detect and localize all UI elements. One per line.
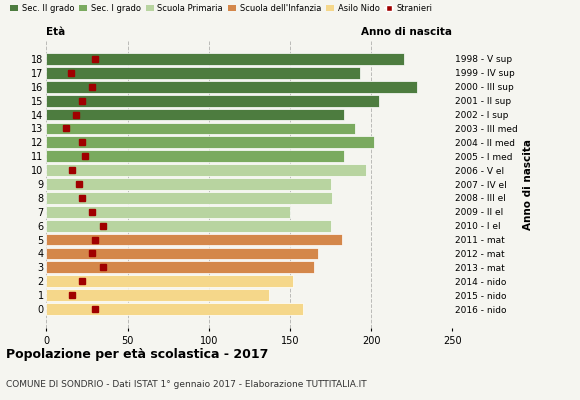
Bar — [46, 81, 416, 93]
Bar — [46, 136, 375, 148]
Text: Popolazione per età scolastica - 2017: Popolazione per età scolastica - 2017 — [6, 348, 268, 361]
Text: Anno di nascita: Anno di nascita — [361, 27, 452, 37]
Bar — [46, 95, 379, 106]
Bar — [46, 150, 343, 162]
Bar — [46, 248, 318, 259]
Bar — [46, 164, 367, 176]
Y-axis label: Anno di nascita: Anno di nascita — [524, 138, 534, 230]
Legend: Sec. II grado, Sec. I grado, Scuola Primaria, Scuola dell'Infanzia, Asilo Nido, : Sec. II grado, Sec. I grado, Scuola Prim… — [10, 4, 432, 13]
Bar — [46, 122, 355, 134]
Bar — [46, 192, 332, 204]
Text: COMUNE DI SONDRIO - Dati ISTAT 1° gennaio 2017 - Elaborazione TUTTITALIA.IT: COMUNE DI SONDRIO - Dati ISTAT 1° gennai… — [6, 380, 367, 389]
Bar — [46, 289, 269, 301]
Bar — [46, 303, 303, 315]
Bar — [46, 67, 360, 79]
Bar — [46, 53, 404, 65]
Text: Età: Età — [46, 27, 66, 37]
Bar — [46, 178, 331, 190]
Bar — [46, 109, 343, 120]
Bar — [46, 220, 331, 232]
Bar — [46, 262, 314, 273]
Bar — [46, 234, 342, 246]
Bar — [46, 206, 290, 218]
Bar — [46, 275, 293, 287]
